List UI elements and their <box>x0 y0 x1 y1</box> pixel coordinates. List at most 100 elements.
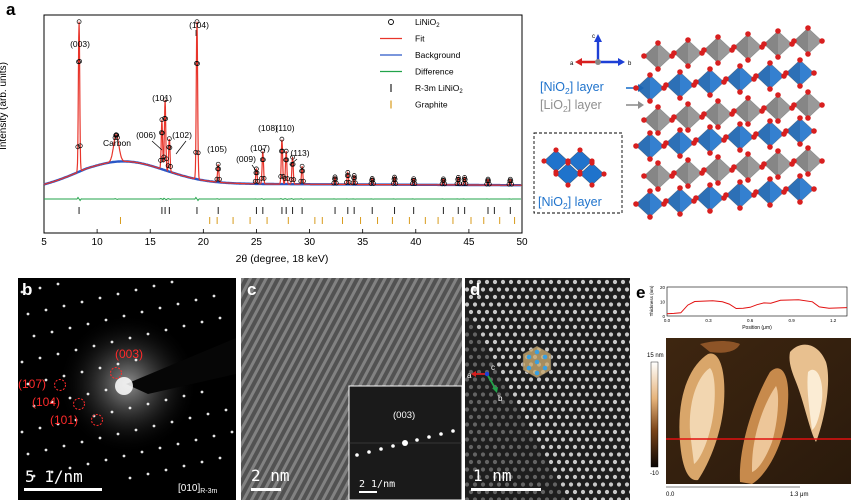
diffraction-spot <box>164 328 168 332</box>
atom-column <box>476 339 482 345</box>
atom-column <box>532 474 538 480</box>
atom-column <box>556 399 562 405</box>
atom-column <box>628 325 630 329</box>
atom-column <box>600 497 606 500</box>
atom-column <box>556 309 562 315</box>
atom-column <box>465 482 470 487</box>
oxygen-atom <box>647 98 653 104</box>
thickness-profile <box>666 299 848 315</box>
diffraction-spot <box>182 394 186 398</box>
diffraction-spot <box>122 454 126 458</box>
scale-end-label: 1.3 μm <box>790 492 808 498</box>
atom-column <box>608 392 614 397</box>
legend-entry: Difference <box>415 67 454 77</box>
oxygen-atom <box>715 98 721 104</box>
atom-column <box>608 317 614 322</box>
atom-column <box>612 429 618 435</box>
atom-column <box>480 317 486 322</box>
oxygen-atom <box>693 195 699 201</box>
atom-column <box>552 302 558 307</box>
colorbar-max-label: 15 nm <box>647 353 664 359</box>
atom-column <box>564 459 570 465</box>
atom-column <box>520 347 526 352</box>
atom-column <box>552 437 558 442</box>
observed-point <box>290 154 295 160</box>
diffraction-spot <box>56 422 60 426</box>
oxygen-atom <box>731 108 737 114</box>
atom-column <box>488 392 494 397</box>
atom-column <box>508 369 514 375</box>
atom-column <box>500 414 506 420</box>
atom-column <box>576 437 582 442</box>
atom-column <box>516 324 522 330</box>
oxygen-atom <box>805 145 811 151</box>
atom-column <box>476 279 482 285</box>
atom-column <box>540 444 546 450</box>
atom-column <box>560 482 566 487</box>
atom-column <box>572 369 578 375</box>
profile-ytick: 0 <box>662 314 665 319</box>
oxygen-atom <box>723 134 729 140</box>
observed-point <box>76 19 82 25</box>
atom-column <box>465 437 470 442</box>
atom-column <box>540 324 546 330</box>
diffraction-spot <box>98 366 102 370</box>
oxygen-atom <box>737 147 743 153</box>
atom-column <box>552 452 558 457</box>
diffraction-spot <box>176 302 180 306</box>
atom-column <box>468 339 474 345</box>
oxygen-atom <box>707 124 713 130</box>
oxygen-atom <box>783 128 789 134</box>
atom-column <box>500 459 506 465</box>
atom-column <box>596 324 602 330</box>
oxygen-atom <box>737 63 743 69</box>
octahedron-shade <box>764 151 778 177</box>
atom-column <box>472 377 478 382</box>
oxygen-atom <box>811 128 817 134</box>
atom-column <box>604 444 610 450</box>
atom-column <box>592 287 598 292</box>
atom-column <box>608 362 614 367</box>
atom-column <box>488 407 494 412</box>
atom-column <box>608 482 614 487</box>
atom-column <box>612 369 618 375</box>
atom-column <box>564 489 570 495</box>
fft-spot <box>379 447 383 451</box>
atom-column <box>596 309 602 315</box>
oxygen-atom <box>707 150 713 156</box>
atom-column <box>488 497 494 500</box>
observed-point <box>393 181 399 186</box>
atom-column <box>516 444 522 450</box>
atom-column <box>600 362 606 367</box>
atom-column <box>465 452 470 457</box>
atom-column <box>520 332 526 337</box>
atom-column <box>496 437 502 442</box>
atom-column <box>556 474 562 480</box>
oxygen-atom <box>693 137 699 143</box>
atom-column <box>608 452 614 457</box>
atom-column <box>492 369 498 375</box>
octahedron-shade <box>726 182 740 208</box>
observed-point <box>455 175 461 180</box>
atom-column <box>580 399 586 405</box>
diffraction-spot <box>38 286 42 290</box>
oxygen-atom <box>805 51 811 57</box>
atom-column <box>600 317 606 322</box>
atom-column <box>596 294 602 300</box>
atom-column <box>604 354 610 360</box>
octahedron-shade <box>644 107 658 133</box>
legend-marker <box>388 19 394 25</box>
peak-label: (102) <box>172 130 192 140</box>
oxygen-atom <box>737 89 743 95</box>
peak-label: (006) <box>136 130 156 140</box>
spot-label: (101) <box>50 413 78 427</box>
atom-column <box>592 377 598 382</box>
oxygen-atom <box>677 211 683 217</box>
atom-column <box>512 377 518 382</box>
diffraction-spot <box>32 474 36 478</box>
peak-label: (003) <box>70 39 90 49</box>
panel-a-label: a <box>6 0 16 19</box>
atom-column <box>592 482 598 487</box>
atom-column <box>564 474 570 480</box>
peak-label: (009) <box>236 154 256 164</box>
